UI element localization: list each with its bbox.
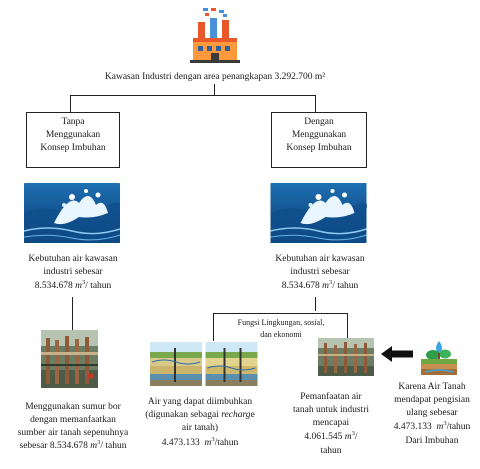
functions-line-2: dan ekonomi: [260, 330, 302, 339]
left-box-line-2: Menggunakan: [45, 130, 101, 140]
left-concept-box: Tanpa Menggunakan Konsep Imbuhan: [26, 112, 120, 168]
right-box-line-1: Dengan: [304, 117, 334, 127]
connector-branch: [70, 95, 316, 96]
left-box-line-3: Konsep Imbuhan: [40, 143, 106, 153]
recharge-line-2: (digunakan sebagai recharge: [145, 410, 255, 420]
functions-bracket-bar: [213, 313, 348, 314]
connector-right-drop: [315, 95, 316, 112]
left-result-line-4: sebesar 8.534.678 m3/ tahun: [19, 439, 127, 451]
aquifer-image-2: [205, 342, 258, 386]
header-title: Kawasan Industri dengan area penangkapan…: [104, 72, 326, 82]
factory-icon: [190, 8, 240, 64]
refill-value: 4.473.133 m3/tahun: [393, 420, 471, 432]
utilization-line-2: tanah untuk industri: [293, 405, 369, 415]
utilization-line-1: Pemanfaatan air: [300, 392, 362, 402]
groundwater-recharge-icon: [419, 339, 459, 377]
left-need-value: 8.534.678 m3/ tahun: [34, 279, 112, 291]
left-box-line-1: Tanpa: [61, 117, 85, 127]
utilization-line-5: tahun: [320, 446, 342, 456]
left-need-line-2: industri sebesar: [43, 267, 103, 277]
right-concept-box: Dengan Menggunakan Konsep Imbuhan: [271, 112, 367, 168]
left-water-image: [24, 183, 120, 243]
recharge-line-1: Air yang dapat diimbuhkan: [147, 397, 253, 407]
left-need-line-1: Kebutuhan air kawasan: [28, 254, 118, 264]
connector-trunk: [214, 84, 215, 95]
right-box-line-2: Menggunakan: [291, 130, 347, 140]
right-water-image: [270, 183, 367, 243]
refill-line-2: mendapat pengisian: [394, 395, 470, 405]
functions-bracket-right: [347, 313, 348, 341]
recharge-value: 4.473.133 m3/tahun: [161, 436, 239, 448]
refill-line-1: Karena Air Tanah: [398, 382, 466, 392]
arrow-left-icon: [381, 346, 413, 362]
utilization-line-3: mencapai: [312, 418, 350, 428]
functions-bracket-left: [213, 313, 214, 341]
left-result-line-2: dengan memanfaatkan: [30, 415, 116, 425]
connector-left-drop: [70, 95, 71, 112]
right-need-line-2: industri sebesar: [290, 267, 350, 277]
left-well-image: [41, 330, 98, 388]
left-result-line-1: Menggunakan sumur bor: [25, 402, 121, 412]
left-result-line-3: sumber air tanah sepenuhnya: [17, 428, 129, 438]
utilization-value: 4.061.545 m3/: [304, 430, 358, 442]
refill-line-5: Dari Imbuhan: [405, 436, 459, 446]
utilization-well-image: [318, 338, 374, 376]
functions-line-1: Fungsi Lingkungan, sosial,: [237, 318, 325, 327]
aquifer-image-1: [150, 342, 202, 386]
recharge-line-3: air tanah): [181, 423, 219, 433]
left-to-well-line: [72, 297, 73, 331]
right-box-line-3: Konsep Imbuhan: [286, 143, 352, 153]
right-need-value: 8.534.678 m3/ tahun: [281, 279, 359, 291]
right-to-functions-line: [315, 297, 316, 311]
refill-line-3: ulang sebesar: [406, 408, 458, 418]
right-need-line-1: Kebutuhan air kawasan: [275, 254, 365, 264]
